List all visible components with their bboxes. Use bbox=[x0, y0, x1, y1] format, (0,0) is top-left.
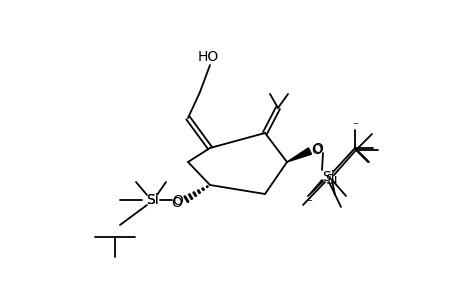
Text: Si: Si bbox=[321, 170, 334, 184]
Text: HO: HO bbox=[197, 50, 218, 64]
Text: O: O bbox=[172, 194, 183, 208]
Text: Si: Si bbox=[146, 193, 158, 207]
Polygon shape bbox=[202, 188, 204, 190]
Polygon shape bbox=[188, 194, 192, 200]
Polygon shape bbox=[184, 196, 189, 202]
Polygon shape bbox=[286, 148, 311, 162]
Polygon shape bbox=[206, 186, 208, 188]
Text: O: O bbox=[171, 196, 182, 210]
Text: ─: ─ bbox=[352, 121, 356, 127]
Polygon shape bbox=[197, 190, 200, 194]
Text: O: O bbox=[312, 142, 323, 156]
Text: O: O bbox=[311, 143, 322, 157]
Text: ─: ─ bbox=[306, 196, 311, 205]
Text: Si: Si bbox=[146, 193, 158, 207]
Text: Si: Si bbox=[324, 173, 336, 187]
Polygon shape bbox=[192, 192, 196, 197]
